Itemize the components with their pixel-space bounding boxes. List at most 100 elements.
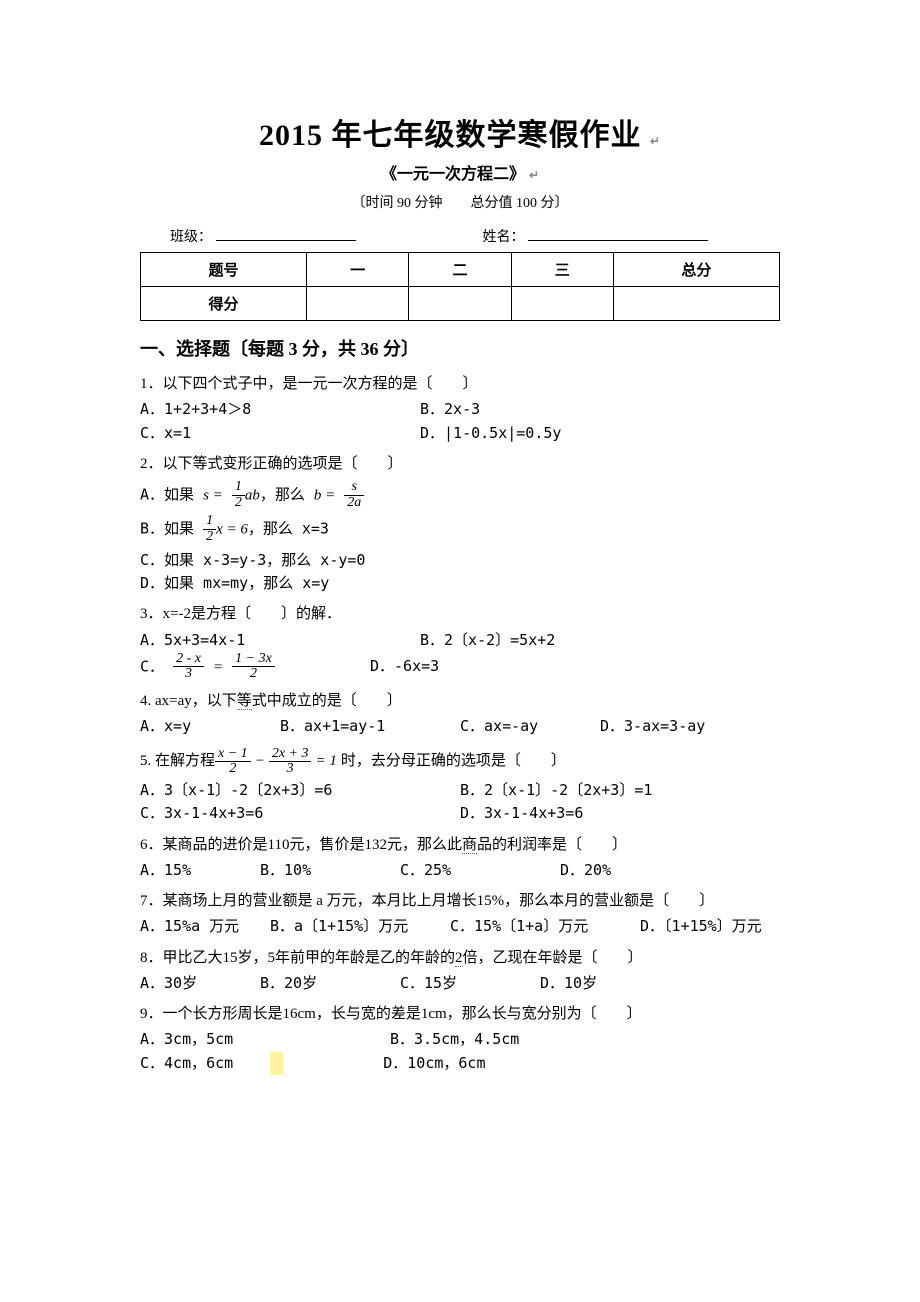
option-a: A．30岁 bbox=[140, 972, 260, 995]
option-b: B．2〔x-1〕-2〔2x+3〕=1 bbox=[460, 779, 652, 802]
row-label: 得分 bbox=[141, 287, 307, 321]
col-header: 总分 bbox=[613, 253, 779, 287]
option-b: B．ax+1=ay-1 bbox=[280, 715, 460, 738]
eq-text: b = bbox=[314, 488, 335, 504]
score-table: 题号 一 二 三 总分 得分 bbox=[140, 252, 780, 321]
minus-sign: − bbox=[251, 750, 269, 773]
eq-text: s = bbox=[203, 488, 223, 504]
option-d: D．〔1+15%〕万元 bbox=[640, 915, 762, 938]
frac-den: 2 bbox=[232, 496, 245, 511]
option-d: D．3-ax=3-ay bbox=[600, 715, 705, 738]
frac-den: 3 bbox=[269, 762, 312, 777]
col-header: 二 bbox=[409, 253, 511, 287]
fraction: x − 12 bbox=[215, 747, 251, 777]
frac-num: 1 − 3x bbox=[232, 652, 275, 668]
q4-stem-text: 4. ax=ay，以下等式中成立的是〔 〕 bbox=[140, 693, 402, 710]
frac-den: 3 bbox=[173, 667, 204, 682]
table-row: 题号 一 二 三 总分 bbox=[141, 253, 780, 287]
score-cell bbox=[613, 287, 779, 321]
option-d: D．如果 mx=my，那么 x=y bbox=[140, 572, 329, 595]
subtitle-text: 《一元一次方程二》 bbox=[381, 166, 525, 183]
option-c: C．ax=-ay bbox=[460, 715, 600, 738]
option-c: C．4cm，6cm bbox=[140, 1052, 270, 1075]
q6-stem-text: 6．某商品的进价是110元，售价是132元，那么此商品的利润率是〔 〕 bbox=[140, 837, 627, 854]
question-options: A．15% B．10% C．25% D．20% bbox=[140, 859, 780, 882]
option-c: C． 2 - x3 = 1 − 3x2 bbox=[140, 652, 370, 682]
question-options: A．15%a 万元 B．a〔1+15%〕万元 C．15%〔1+a〕万元 D．〔1… bbox=[140, 915, 780, 938]
question-options: A．3〔x-1〕-2〔2x+3〕=6 B．2〔x-1〕-2〔2x+3〕=1 C．… bbox=[140, 779, 780, 826]
option-c: C．x=1 bbox=[140, 422, 420, 445]
name-blank bbox=[528, 227, 708, 241]
fraction: s2a bbox=[344, 480, 364, 510]
option-d: D．|1-0.5x|=0.5y bbox=[420, 422, 561, 445]
option-d: D．10岁 bbox=[540, 972, 597, 995]
score-cell bbox=[307, 287, 409, 321]
frac-num: 1 bbox=[203, 514, 216, 530]
main-title: 2015 年七年级数学寒假作业 ↵ bbox=[140, 110, 780, 154]
question-stem: 7．某商场上月的营业额是 a 万元，本月比上月增长15%，那么本月的营业额是〔 … bbox=[140, 890, 780, 913]
option-c: C．15岁 bbox=[400, 972, 540, 995]
return-icon: ↵ bbox=[650, 134, 661, 149]
fraction: 2 - x3 bbox=[173, 652, 204, 682]
option-b: B．3.5cm，4.5cm bbox=[390, 1028, 519, 1051]
class-blank bbox=[216, 227, 356, 241]
option-b: B．10% bbox=[260, 859, 400, 882]
option-c: C．3x-1-4x+3=6 bbox=[140, 802, 460, 825]
section-heading: 一、选择题〔每题 3 分，共 36 分〕 bbox=[140, 335, 780, 361]
time-info: 〔时间 90 分钟 总分值 100 分〕 bbox=[140, 192, 780, 212]
highlight-mark bbox=[270, 1052, 283, 1075]
option-c: C．如果 x-3=y-3，那么 x-y=0 bbox=[140, 549, 365, 572]
option-d: D．20% bbox=[560, 859, 611, 882]
question-options: A．1+2+3+4＞8 B．2x-3 C．x=1 D．|1-0.5x|=0.5y bbox=[140, 398, 780, 445]
option-d: D．10cm，6cm bbox=[383, 1052, 485, 1075]
eq-text: x = 6 bbox=[216, 522, 248, 538]
question-options: A．3cm，5cm B．3.5cm，4.5cm C．4cm，6cm D．10cm… bbox=[140, 1028, 780, 1075]
question-options: A．5x+3=4x-1 B．2〔x-2〕=5x+2 C． 2 - x3 = 1 … bbox=[140, 629, 780, 683]
question-options: A．x=y B．ax+1=ay-1 C．ax=-ay D．3-ax=3-ay bbox=[140, 715, 780, 738]
q5-post: 时，去分母正确的选项是〔 〕 bbox=[341, 750, 566, 773]
subtitle: 《一元一次方程二》 ↵ bbox=[140, 160, 780, 184]
question-stem: 6．某商品的进价是110元，售价是132元，那么此商品的利润率是〔 〕 bbox=[140, 834, 780, 857]
fraction: 2x + 33 bbox=[269, 747, 312, 777]
option-a: A．15% bbox=[140, 859, 260, 882]
question-options: A．30岁 B．20岁 C．15岁 D．10岁 bbox=[140, 972, 780, 995]
frac-num: 1 bbox=[232, 480, 245, 496]
question-stem: 5. 在解方程 x − 12 − 2x + 33 = 1 时，去分母正确的选项是… bbox=[140, 747, 780, 777]
fraction: 1 − 3x2 bbox=[232, 652, 275, 682]
score-cell bbox=[511, 287, 613, 321]
option-a: A．15%a 万元 bbox=[140, 915, 270, 938]
option-a: A．5x+3=4x-1 bbox=[140, 629, 420, 652]
question-stem: 2．以下等式变形正确的选项是〔 〕 bbox=[140, 453, 780, 476]
option-a: A．x=y bbox=[140, 715, 280, 738]
fraction: 12 bbox=[203, 514, 216, 544]
q8-stem-text: 8．甲比乙大15岁，5年前甲的年龄是乙的年龄的2倍，乙现在年龄是〔 〕 bbox=[140, 950, 643, 967]
option-a: A．如果 s = 12ab，那么 b = s2a bbox=[140, 480, 364, 510]
option-b: B．a〔1+15%〕万元 bbox=[270, 915, 450, 938]
class-label: 班级： bbox=[170, 230, 212, 245]
fraction: 12 bbox=[232, 480, 245, 510]
table-row: 得分 bbox=[141, 287, 780, 321]
return-icon: ↵ bbox=[529, 168, 539, 183]
question-stem: 1．以下四个式子中，是一元一次方程的是〔 〕 bbox=[140, 373, 780, 396]
option-b: B．2x-3 bbox=[420, 398, 480, 421]
option-b: B．2〔x-2〕=5x+2 bbox=[420, 629, 555, 652]
frac-den: 2a bbox=[344, 496, 364, 511]
opt-b-mid: ，那么 x=3 bbox=[248, 520, 329, 538]
q5-pre: 5. 在解方程 bbox=[140, 750, 215, 773]
opt-a-pre: A．如果 bbox=[140, 486, 203, 504]
title-text: 2015 年七年级数学寒假作业 bbox=[259, 119, 642, 152]
question-options: A．如果 s = 12ab，那么 b = s2a B．如果 12x = 6，那么… bbox=[140, 480, 780, 595]
option-c: C．25% bbox=[400, 859, 560, 882]
question-stem: 3．x=-2是方程〔 〕的解． bbox=[140, 603, 780, 626]
option-d: D．3x-1-4x+3=6 bbox=[460, 802, 583, 825]
page: 2015 年七年级数学寒假作业 ↵ 《一元一次方程二》 ↵ 〔时间 90 分钟 … bbox=[0, 0, 920, 1143]
option-c: C．15%〔1+a〕万元 bbox=[450, 915, 640, 938]
opt-c-label: C． bbox=[140, 657, 164, 675]
frac-den: 2 bbox=[203, 530, 216, 545]
frac-num: 2 - x bbox=[173, 652, 204, 668]
frac-den: 2 bbox=[232, 667, 275, 682]
col-header: 题号 bbox=[141, 253, 307, 287]
frac-den: 2 bbox=[215, 762, 251, 777]
question-stem: 8．甲比乙大15岁，5年前甲的年龄是乙的年龄的2倍，乙现在年龄是〔 〕 bbox=[140, 947, 780, 970]
option-b: B．20岁 bbox=[260, 972, 400, 995]
